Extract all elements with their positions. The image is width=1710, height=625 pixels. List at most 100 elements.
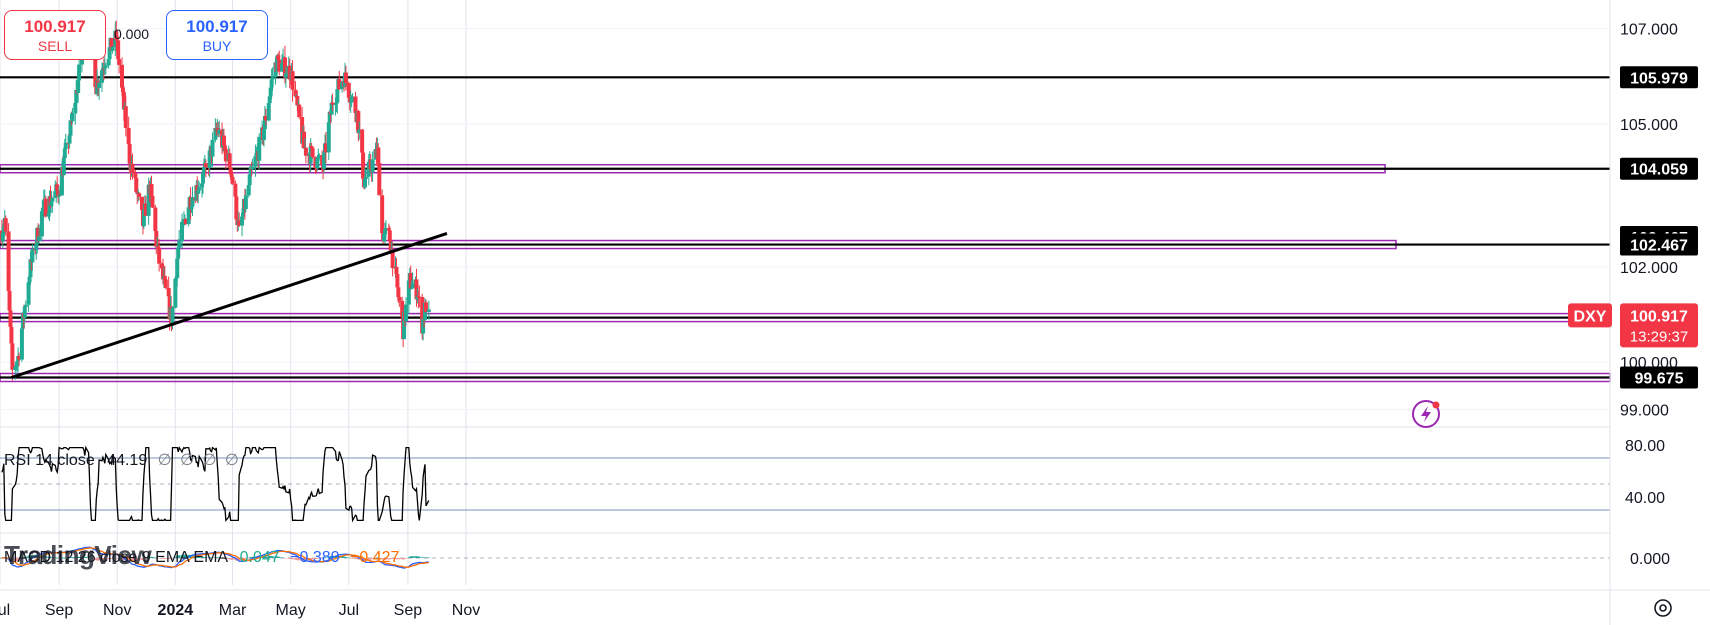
candle-body: [0, 232, 5, 242]
candle-body: [9, 326, 14, 344]
candle-body: [402, 311, 407, 340]
candle-body: [327, 111, 332, 123]
candle-body: [100, 68, 105, 71]
candle-body: [269, 79, 274, 88]
candle-body: [408, 273, 413, 289]
macd-histogram-bar: [24, 556, 27, 558]
gear-ring: [1654, 599, 1672, 617]
macd-histogram-bar: [144, 558, 148, 559]
candle-body: [200, 172, 205, 184]
candle-body: [210, 139, 215, 157]
sell-button[interactable]: 100.917 SELL: [4, 10, 106, 60]
price-label-box: [1620, 66, 1698, 89]
settings-gear-icon[interactable]: [1654, 599, 1672, 617]
support-resistance-zones: [0, 163, 1611, 383]
rsi-pane: [0, 426, 1610, 523]
countdown-text: 13:29:37: [1630, 328, 1688, 345]
macd-hist-value: 0.047: [239, 549, 280, 566]
candle-body: [3, 218, 8, 232]
candle-body: [186, 207, 191, 225]
time-tick-label: Nov: [452, 602, 480, 619]
rsi-legend[interactable]: RSI 14 close 44.19 ∅ ∅ ∅ ∅: [4, 450, 239, 470]
macd-histogram-bar: [71, 557, 74, 558]
candle-body: [387, 230, 392, 241]
candle-body: [117, 59, 122, 65]
macd-legend[interactable]: MACD 12 26 close 9 EMA EMA 0.047 −0.380 …: [4, 549, 399, 567]
candle-body: [426, 309, 431, 312]
macd-histogram-bar: [404, 558, 408, 559]
candle-body: [67, 135, 72, 144]
time-tick-label: May: [276, 602, 306, 619]
candle-body: [166, 287, 171, 297]
candle-body: [314, 167, 319, 169]
candle-body: [370, 159, 375, 173]
candle-body: [283, 73, 288, 78]
candle-body: [363, 176, 368, 179]
candle-body: [423, 302, 428, 312]
time-tick-label: Sep: [394, 602, 423, 619]
candle-body: [177, 241, 182, 248]
candle-body: [353, 96, 358, 114]
candle-body: [382, 233, 387, 242]
macd-histogram-bar: [244, 558, 248, 559]
candle-body: [77, 64, 82, 81]
horizontal-levels[interactable]: [0, 76, 1610, 379]
flash-bolt: [1421, 406, 1431, 422]
price-label-text: 105.979: [1630, 70, 1688, 87]
candle-body: [268, 87, 273, 97]
candle-body: [280, 63, 285, 72]
candle-body: [377, 162, 382, 196]
macd-signal-line: [1, 547, 429, 568]
candle-body: [121, 91, 126, 110]
symbol-tag-box: [1568, 303, 1612, 328]
candle-body: [40, 207, 45, 212]
candle-body: [366, 161, 371, 177]
candle-body: [196, 190, 201, 194]
candle-body: [68, 120, 73, 136]
price-label-text: 102.467: [1630, 238, 1688, 255]
candle-body: [343, 72, 348, 83]
macd-histogram-bar: [418, 556, 421, 558]
candle-body: [356, 111, 361, 133]
candle-body: [170, 307, 175, 326]
candle-body: [156, 246, 161, 249]
candle-body: [222, 145, 227, 149]
candle-body: [70, 112, 75, 122]
time-tick-label: Nov: [103, 602, 131, 619]
candle-body: [300, 117, 305, 144]
price-candles: [0, 13, 431, 381]
rsi-placeholder: ∅: [202, 452, 217, 469]
price-tick-label: 107.000: [1620, 22, 1678, 39]
candle-body: [248, 168, 253, 175]
flash-alert-icon[interactable]: [1412, 400, 1440, 428]
candle-body: [315, 157, 320, 169]
time-tick-label: Mar: [219, 602, 247, 619]
price-tick-label: 105.000: [1620, 117, 1678, 134]
macd-histogram-bar: [424, 557, 428, 558]
candle-body: [190, 197, 195, 207]
candle-body: [267, 96, 272, 104]
rsi-name: RSI 14 close: [4, 452, 95, 469]
last-price-box: [1620, 303, 1698, 348]
candle-body: [240, 216, 245, 226]
price-label-box: [1620, 157, 1698, 180]
candle-body: [261, 129, 266, 140]
buy-button[interactable]: 100.917 BUY: [166, 10, 268, 60]
candle-body: [333, 104, 338, 106]
tradingview-logo: TradingView: [4, 540, 152, 570]
candle-body: [109, 38, 114, 51]
candle-body: [213, 127, 218, 140]
candle-body: [233, 183, 238, 197]
candle-body: [103, 65, 108, 68]
candle-body: [133, 172, 138, 178]
candle-body: [49, 201, 54, 206]
candle-body: [297, 104, 302, 118]
macd-histogram-bar: [44, 556, 47, 558]
candle-body: [323, 143, 328, 153]
macd-histogram-bar: [97, 558, 101, 561]
buy-label: BUY: [202, 38, 232, 54]
trendline[interactable]: [10, 232, 448, 379]
macd-name: MACD 12 26 close 9 EMA EMA: [4, 549, 228, 566]
macd-histogram-bar: [77, 556, 81, 558]
